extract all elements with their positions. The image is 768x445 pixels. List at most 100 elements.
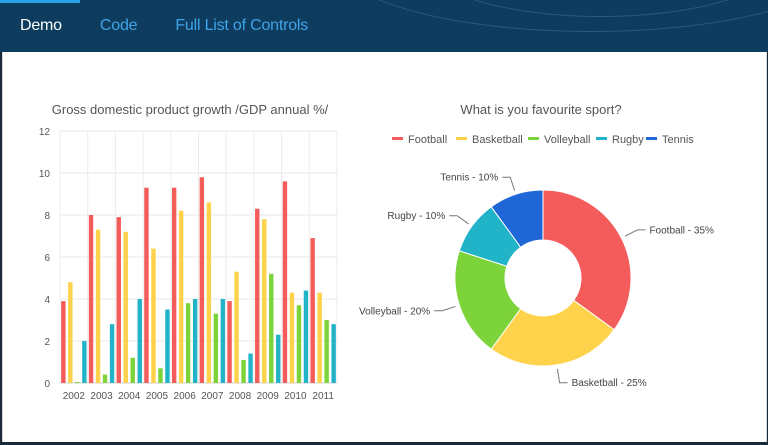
bar-chart-x-tick-label: 2009 xyxy=(257,391,280,402)
bar-2011-series-3 xyxy=(324,320,329,383)
bar-2006-series-1 xyxy=(171,187,177,383)
bar-2002-series-4 xyxy=(82,341,87,383)
donut-chart-slice-labels: Football - 35% Basketball - 25% Volleyball… xyxy=(359,173,714,390)
legend-label-rugby: Rugby xyxy=(612,134,644,146)
legend-swatch-rugby xyxy=(596,137,607,140)
bar-2005-series-1 xyxy=(144,187,149,383)
donut-label-connector xyxy=(624,229,646,237)
bar-2006-series-3 xyxy=(185,303,191,383)
donut-slice-tennis xyxy=(490,189,544,248)
bar-2008-series-4 xyxy=(248,353,253,383)
demo-content-panel: Gross domestic product growth /GDP annua… xyxy=(2,52,767,442)
donut-slice-label-football: Football - 35% xyxy=(649,225,714,236)
bar-2011-series-2 xyxy=(317,292,322,383)
bar-chart-y-tick-label: 8 xyxy=(44,211,50,222)
legend-swatch-football xyxy=(392,137,403,140)
bar-chart-y-axis: 0 2 4 6 8 10 12 xyxy=(39,127,51,390)
bar-2009-series-3 xyxy=(269,273,274,383)
donut-label-connector xyxy=(556,368,568,384)
bar-2010-series-4 xyxy=(303,290,309,383)
donut-slice-label-rugby: Rugby - 10% xyxy=(387,211,445,222)
tab-list: Demo Code Full List of Controls xyxy=(0,0,346,52)
bar-2007-series-3 xyxy=(213,313,219,383)
bar-chart-x-axis: 2002 2003 2004 2005 2006 2007 2008 2009 2010 2011 xyxy=(63,391,335,402)
donut-label-connector xyxy=(502,176,516,191)
bar-2009-series-1 xyxy=(255,208,260,383)
bar-chart-x-tick-label: 2011 xyxy=(312,391,334,402)
bar-2003-series-1 xyxy=(88,215,94,383)
bar-chart-bars xyxy=(61,177,336,383)
donut-label-connector xyxy=(434,305,456,312)
bar-2003-series-3 xyxy=(102,374,108,383)
legend-swatch-tennis xyxy=(646,137,657,140)
bar-2006-series-2 xyxy=(178,210,184,383)
bar-2007-series-4 xyxy=(220,299,226,383)
bar-2005-series-3 xyxy=(158,368,163,383)
bar-2008-series-3 xyxy=(241,359,246,383)
bar-chart-y-tick-label: 12 xyxy=(39,127,51,138)
bar-2003-series-2 xyxy=(95,229,101,383)
tab-demo[interactable]: Demo xyxy=(20,17,62,34)
bar-2010-series-1 xyxy=(282,181,288,383)
top-navigation-bar: Demo Code Full List of Controls xyxy=(0,0,768,52)
bar-chart-y-tick-label: 0 xyxy=(44,379,50,390)
bar-2002-series-3 xyxy=(75,381,80,383)
bar-chart-x-tick-label: 2004 xyxy=(118,391,141,402)
donut-chart-slices xyxy=(454,189,632,367)
bar-chart-grid xyxy=(59,130,338,384)
legend-label-football: Football xyxy=(408,134,447,146)
bar-2008-series-2 xyxy=(234,271,239,383)
bar-2004-series-4 xyxy=(137,299,142,383)
bar-2011-series-1 xyxy=(310,238,315,383)
bar-chart-x-tick-label: 2007 xyxy=(201,391,224,402)
bar-chart-y-tick-label: 10 xyxy=(39,169,51,180)
active-tab-indicator xyxy=(0,0,80,3)
bar-2005-series-2 xyxy=(151,248,156,383)
donut-label-connector xyxy=(449,215,469,225)
bar-2002-series-2 xyxy=(68,282,73,383)
legend-label-volleyball: Volleyball xyxy=(544,134,590,146)
bar-2010-series-2 xyxy=(289,292,295,383)
window-bottom-edge xyxy=(0,442,768,445)
bar-chart-x-tick-label: 2008 xyxy=(229,391,252,402)
bar-2004-series-2 xyxy=(123,231,128,383)
bar-2008-series-1 xyxy=(227,301,232,383)
sport-donut-chart: What is you favourite sport? Football Bas… xyxy=(359,102,714,390)
tab-code[interactable]: Code xyxy=(99,17,138,34)
bar-2004-series-1 xyxy=(116,217,121,383)
donut-slice-label-tennis: Tennis - 10% xyxy=(440,173,498,184)
bar-chart-x-tick-label: 2006 xyxy=(174,391,197,402)
donut-chart-legend: Football Basketball Volleyball Rugby Tennis xyxy=(392,134,694,146)
donut-chart-title: What is you favourite sport? xyxy=(460,102,621,117)
bar-2003-series-4 xyxy=(109,324,115,383)
bar-chart-x-tick-label: 2010 xyxy=(284,391,307,402)
tab-full-list-of-controls[interactable]: Full List of Controls xyxy=(175,17,309,34)
bar-2010-series-3 xyxy=(296,305,302,383)
gdp-bar-chart: Gross domestic product growth /GDP annua… xyxy=(39,102,338,402)
donut-slice-label-basketball: Basketball - 25% xyxy=(572,378,647,389)
bar-chart-y-tick-label: 6 xyxy=(44,253,50,264)
bar-chart-x-tick-label: 2003 xyxy=(90,391,113,402)
bar-chart-y-tick-label: 4 xyxy=(44,295,50,306)
donut-slice-label-volleyball: Volleyball - 20% xyxy=(359,306,430,317)
bar-chart-x-tick-label: 2002 xyxy=(63,391,86,402)
donut-slice-volleyball xyxy=(454,250,522,350)
bar-2002-series-1 xyxy=(61,301,66,383)
legend-label-basketball: Basketball xyxy=(472,134,523,146)
bar-2011-series-4 xyxy=(331,324,336,383)
legend-swatch-volleyball xyxy=(528,137,539,140)
bar-2004-series-3 xyxy=(130,357,135,383)
bar-2005-series-4 xyxy=(165,309,170,383)
bar-2007-series-1 xyxy=(199,177,205,383)
donut-slice-basketball xyxy=(490,299,615,367)
bar-2009-series-4 xyxy=(276,334,281,383)
bar-2006-series-4 xyxy=(192,299,198,383)
bar-chart-title: Gross domestic product growth /GDP annua… xyxy=(52,102,329,117)
legend-swatch-basketball xyxy=(456,137,467,140)
bar-chart-x-tick-label: 2005 xyxy=(146,391,169,402)
legend-label-tennis: Tennis xyxy=(662,134,694,146)
donut-slice-football xyxy=(542,189,632,331)
bar-2007-series-2 xyxy=(206,202,212,383)
bar-2009-series-2 xyxy=(262,219,267,383)
